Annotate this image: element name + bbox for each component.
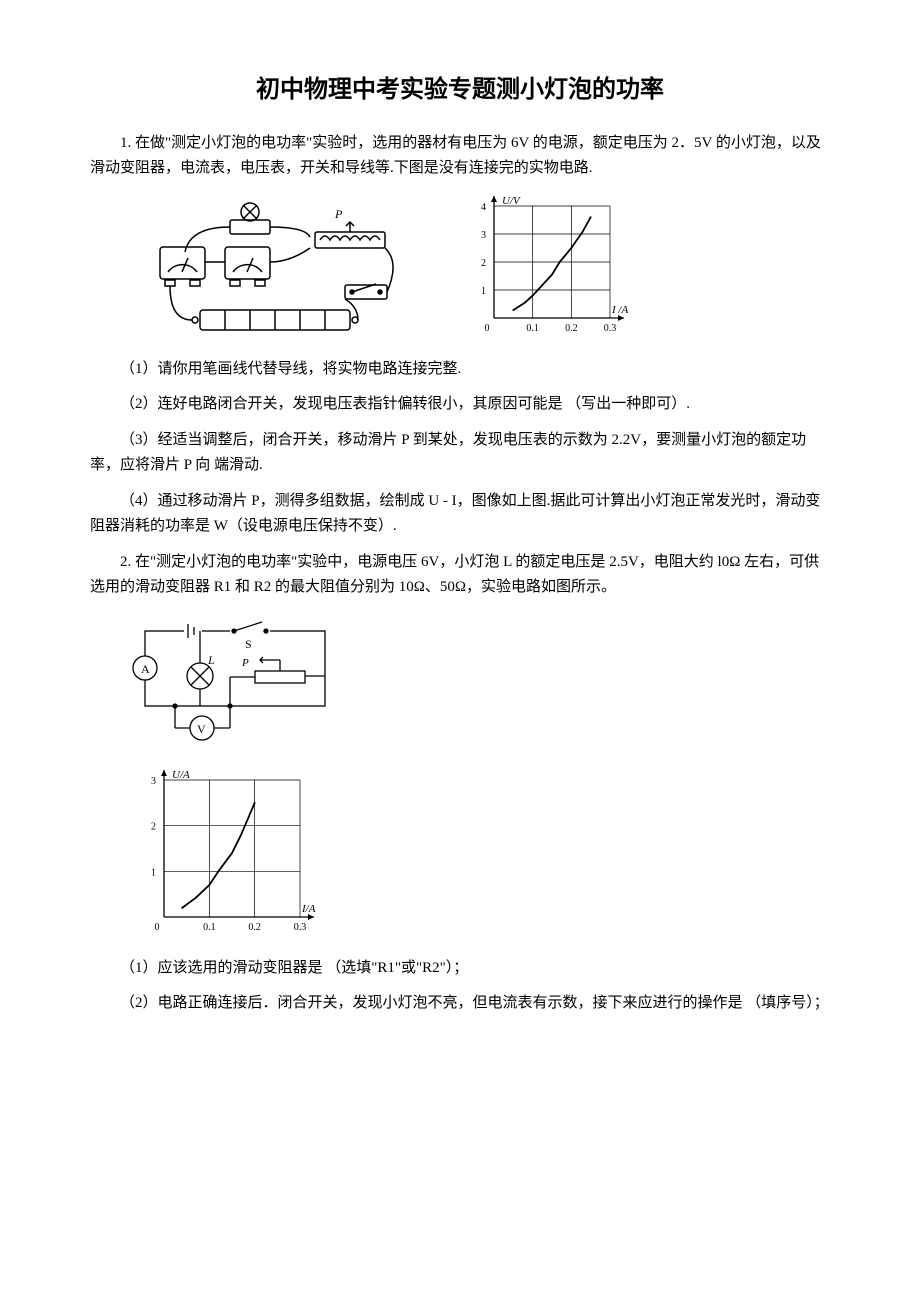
- svg-text:0.1: 0.1: [526, 323, 539, 334]
- label-p: P: [241, 657, 249, 669]
- q1-intro: 1. 在做"测定小灯泡的电功率"实验时，选用的器材有电压为 6V 的电源，额定电…: [90, 131, 830, 182]
- svg-text:3: 3: [481, 230, 486, 241]
- page-title: 初中物理中考实验专题测小灯泡的功率: [90, 70, 830, 111]
- q1-figure-row: P: [130, 192, 830, 342]
- svg-text:0.1: 0.1: [203, 922, 216, 933]
- q1-circuit-diagram: P: [130, 192, 430, 342]
- q1-sub4: （4）通过移动滑片 P，测得多组数据，绘制成 U - I，图像如上图.据此可计算…: [90, 489, 830, 540]
- label-s: S: [245, 637, 252, 651]
- svg-text:I/A: I/A: [301, 903, 316, 915]
- q2-intro: 2. 在"测定小灯泡的电功率"实验中，电源电压 6V，小灯泡 L 的额定电压是 …: [90, 550, 830, 601]
- label-a: A: [141, 662, 150, 676]
- svg-text:P: P: [334, 207, 343, 221]
- svg-text:2: 2: [151, 821, 156, 832]
- svg-text:U/V: U/V: [502, 195, 521, 207]
- svg-text:I /A: I /A: [611, 304, 628, 316]
- q1-sub2: （2）连好电路闭合开关，发现电压表指针偏转很小，其原因可能是 （写出一种即可）.: [90, 392, 830, 418]
- q2-ui-chart: 0.1 0.2 0.3 0 1 2 3 U/A I/A: [130, 766, 330, 941]
- svg-text:U/A: U/A: [172, 769, 190, 781]
- q1-sub3: （3）经适当调整后，闭合开关，移动滑片 P 到某处，发现电压表的示数为 2.2V…: [90, 428, 830, 479]
- q2-sub2: （2）电路正确连接后．闭合开关，发现小灯泡不亮，但电流表有示数，接下来应进行的操…: [90, 991, 830, 1017]
- q2-figure-col: S A L P V: [130, 616, 830, 941]
- svg-text:2: 2: [481, 258, 486, 269]
- svg-text:3: 3: [151, 776, 156, 787]
- svg-text:0.3: 0.3: [294, 922, 307, 933]
- svg-text:0.3: 0.3: [604, 323, 617, 334]
- q2-sub1: （1）应该选用的滑动变阻器是 （选填"R1"或"R2"）；: [90, 956, 830, 982]
- svg-text:0: 0: [485, 323, 490, 334]
- svg-text:4: 4: [481, 202, 486, 213]
- svg-text:1: 1: [481, 286, 486, 297]
- svg-text:0.2: 0.2: [248, 922, 261, 933]
- q2-circuit-schematic: S A L P V: [130, 616, 340, 746]
- q1-ui-chart: 0.1 0.2 0.3 0 1 2 3 4 U/V I /A: [460, 192, 640, 342]
- label-v: V: [197, 722, 206, 736]
- label-l: L: [207, 653, 215, 667]
- svg-text:0.2: 0.2: [565, 323, 578, 334]
- svg-text:0: 0: [155, 922, 160, 933]
- svg-text:1: 1: [151, 867, 156, 878]
- q1-sub1: （1）请你用笔画线代替导线，将实物电路连接完整.: [90, 357, 830, 383]
